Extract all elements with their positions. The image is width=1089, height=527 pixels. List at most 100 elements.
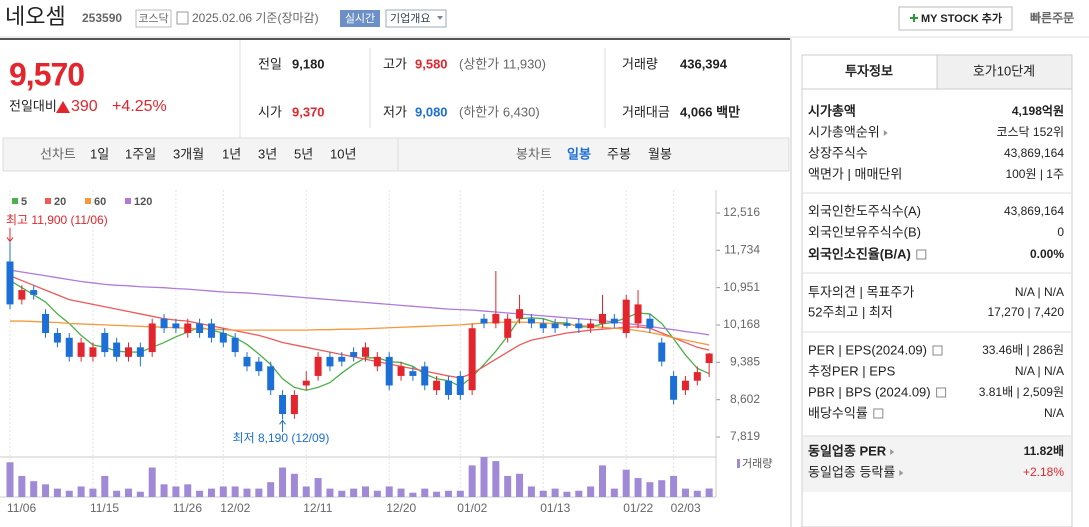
volume-bar [65,490,73,497]
mystock[interactable]: MY STOCK 추가 [921,11,1002,25]
candle-body [172,323,180,329]
candle-body [646,318,654,329]
volume-bar [492,461,500,497]
volume-bar [670,475,678,497]
company-button[interactable] [385,9,447,28]
volume-bar [279,467,287,497]
volume-bar [30,481,38,497]
candle-label: 봉차트 [516,146,552,161]
quick-order[interactable]: 빠른주문 [1030,10,1074,25]
volume-label: 거래량 [742,457,772,470]
ma-line [9,279,710,391]
volume-bar [456,490,464,497]
candle-body [350,352,358,357]
candle-tab[interactable]: 월봉 [648,146,672,161]
volume-bar [172,486,180,497]
legend-swatch [85,198,91,204]
change: 390 [71,98,98,115]
candle-body [551,323,559,329]
quote-value: 4,066 백만 [680,104,740,119]
y-tick-label: 7,819 [730,429,760,443]
ma-line [9,275,710,379]
candle-body [575,323,583,329]
candle-body [610,318,618,324]
volume-bar [397,488,405,497]
period-tab[interactable]: 1주일 [125,146,156,161]
quote-value: 9,180 [292,56,325,71]
volume-bar [290,473,298,497]
info-value: 코스닥 152위 [996,125,1064,139]
market-box [135,9,172,28]
candle-body [658,342,666,362]
info-label: 52주최고 | 최저 [808,304,893,319]
legend-swatch [12,198,18,204]
volume-bar [658,480,666,497]
volume-bar [362,486,369,497]
y-tick-label: 10,168 [723,317,760,331]
volume-bar [587,486,595,497]
quote-label: 시가 [258,104,282,119]
x-tick-label: 01/22 [623,501,653,515]
candle-tab[interactable]: 주봉 [607,146,631,161]
candle-body [456,375,464,396]
info-value: N/A [1044,406,1064,420]
candle-body [409,371,417,376]
volume-bar [350,488,358,497]
candle-body [255,361,263,372]
candle-tab[interactable]: 일봉 [567,146,591,161]
volume-bar [42,484,50,497]
realtime[interactable]: 실시간 [345,12,375,25]
quote-extra: (하한가 6,430) [459,104,540,119]
legend-label: 120 [134,196,152,208]
quote-label: 고가 [383,56,407,71]
info-tab[interactable]: 호가10단계 [973,63,1035,78]
candle-body [113,342,121,357]
volume-bar [622,469,630,497]
volume-bar [255,488,263,497]
candle-body [563,323,571,326]
candle-body [622,299,630,334]
volume-bar [125,488,132,497]
plus-icon [910,14,918,22]
stock-code: 253590 [82,11,122,25]
y-tick-label: 11,734 [724,242,760,256]
low-arrow [279,419,286,432]
period-tab[interactable]: 3년 [258,146,277,161]
candle-body [6,261,14,305]
mystock-button[interactable] [898,6,1013,31]
help-icon[interactable] [936,387,947,398]
help-icon[interactable] [932,345,943,356]
period-tab[interactable]: 10년 [330,146,356,161]
period-tab[interactable]: 3개월 [173,146,204,161]
period-tab[interactable]: 1년 [222,146,241,161]
x-tick-label: 12/11 [303,501,332,515]
candle-body [385,356,393,386]
volume-bar [646,482,654,497]
info-value: 3.81배 | 2,509원 [979,385,1064,399]
info-tab[interactable]: 투자정보 [845,63,893,78]
info-value: 17,270 | 7,420 [987,305,1064,319]
candle-body [184,323,192,334]
info-value: 11.82배 [1024,443,1064,458]
candle-body [65,337,73,357]
legend-label: 60 [94,196,106,208]
help-icon[interactable] [916,249,927,260]
volume-bar [634,478,642,497]
x-tick-label: 11/06 [7,501,36,515]
info-label: 동일업종 등락률 [808,464,895,479]
help-icon[interactable] [873,408,884,419]
volume-bar [444,490,452,497]
realtime-badge[interactable] [340,10,380,27]
candle-body [207,323,215,338]
volume-legend [737,459,740,468]
company[interactable]: 기업개요 [390,12,430,25]
period-tab[interactable]: 5년 [294,146,313,161]
period-tab[interactable]: 1일 [90,146,109,161]
volume-bar [136,491,144,497]
info-value: 0.00% [1030,247,1064,261]
volume-bar [18,475,26,497]
volume-bar [527,486,535,497]
info-value: 43,869,164 [1004,204,1064,218]
info-label: 시가총액순위 [808,124,880,139]
candle-body [492,313,500,324]
